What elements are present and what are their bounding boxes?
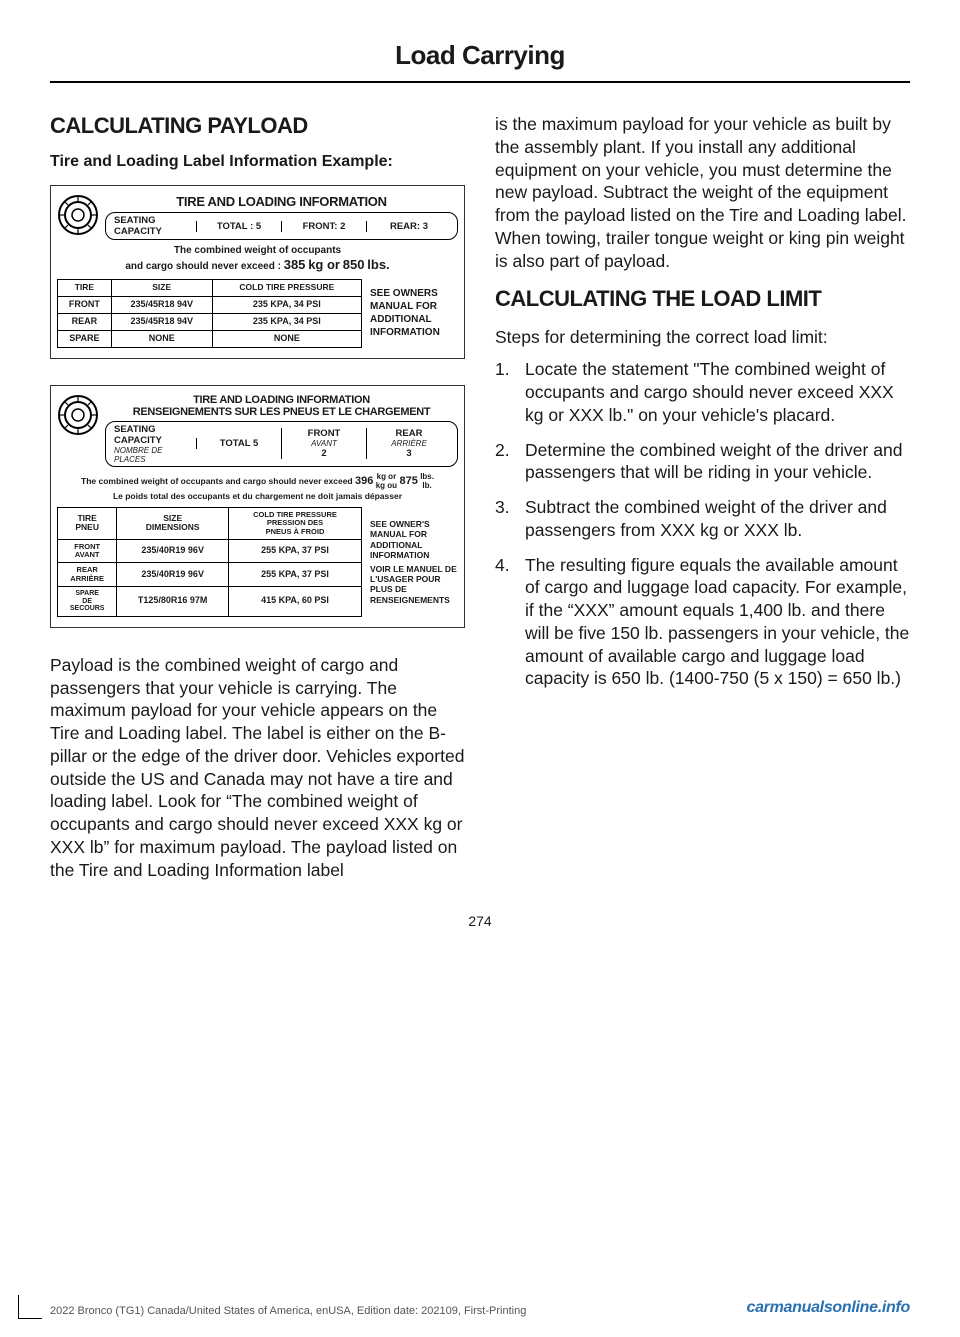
label1-rear-val: 3 — [423, 221, 428, 232]
label2-title2: RENSEIGNEMENTS SUR LES PNEUS ET LE CHARG… — [105, 406, 458, 418]
tire-icon — [57, 194, 99, 236]
page-number: 274 — [50, 913, 910, 929]
crop-mark — [18, 1295, 42, 1319]
label1-total-lbl: TOTAL : — [217, 221, 253, 232]
load-limit-intro: Steps for determining the correct load l… — [495, 326, 910, 349]
label1-lb: 850 — [343, 257, 365, 272]
label1-front-lbl: FRONT: — [303, 221, 338, 232]
body-payload-p1: Payload is the combined weight of cargo … — [50, 654, 465, 882]
heading-calculating-payload: CALCULATING PAYLOAD — [50, 113, 465, 138]
label1-lb-u: lbs. — [367, 257, 389, 272]
label2-total-val: 5 — [253, 438, 258, 449]
label2-th-size: SIZE DIMENSIONS — [117, 508, 229, 540]
label2-title1: TIRE AND LOADING INFORMATION — [105, 394, 458, 406]
label2-spare-size: T125/80R16 97M — [117, 586, 229, 616]
label1-kg-u: kg or — [308, 257, 340, 272]
label1-side1: SEE OWNERS — [370, 287, 458, 300]
step-1: Locate the statement "The combined weigh… — [495, 358, 910, 426]
label2-lb-u: lbs. lb. — [420, 472, 434, 491]
step-4: The resulting figure equals the availabl… — [495, 554, 910, 691]
page-title: Load Carrying — [50, 40, 910, 83]
label2-rear-val: 3 — [406, 448, 411, 459]
step-2: Determine the combined weight of the dri… — [495, 439, 910, 485]
label2-side1: SEE OWNER'S MANUAL FOR ADDITIONAL INFORM… — [370, 519, 458, 560]
label2-combined-fr: Le poids total des occupants et du charg… — [113, 491, 402, 501]
label1-spare: SPARE — [58, 330, 112, 347]
label1-rear-lbl: REAR: — [390, 221, 420, 232]
label1-title: TIRE AND LOADING INFORMATION — [105, 194, 458, 209]
body-payload-p2: is the maximum payload for your vehicle … — [495, 113, 910, 272]
label1-side-note: SEE OWNERS MANUAL FOR ADDITIONAL INFORMA… — [366, 279, 458, 347]
label2-total-lbl: TOTAL — [220, 438, 251, 449]
label2-front-fr: AVANT — [284, 439, 364, 448]
label1-side3: ADDITIONAL — [370, 313, 458, 326]
label1-front-size: 235/45R18 94V — [111, 296, 212, 313]
label2-th-press: COLD TIRE PRESSURE PRESSION DES PNEUS À … — [229, 508, 362, 540]
label1-side4: INFORMATION — [370, 326, 458, 339]
label1-seating: SEATING CAPACITY — [112, 215, 196, 237]
label1-rear-size: 235/45R18 94V — [111, 313, 212, 330]
label1-table: TIRE SIZE COLD TIRE PRESSURE FRONT 235/4… — [57, 279, 362, 347]
label1-kg: 385 — [284, 257, 306, 272]
label2-kg-u: kg or kg ou — [376, 472, 397, 491]
label2-front-val: 2 — [321, 448, 326, 459]
label2-front-press: 255 KPA, 37 PSI — [229, 539, 362, 563]
label1-th-size: SIZE — [111, 280, 212, 296]
label2-rear-size: 235/40R19 96V — [117, 563, 229, 587]
label1-combined-a: The combined weight of occupants — [174, 245, 341, 256]
heading-load-limit: CALCULATING THE LOAD LIMIT — [495, 286, 910, 311]
tire-icon — [57, 394, 99, 436]
label1-spare-press: NONE — [212, 330, 361, 347]
label2-lb: 875 — [399, 475, 417, 487]
label1-rear-press: 235 KPA, 34 PSI — [212, 313, 361, 330]
label2-front: FRONT AVANT — [58, 539, 117, 563]
steps-list: Locate the statement "The combined weigh… — [495, 358, 910, 690]
step-3: Subtract the combined weight of the driv… — [495, 496, 910, 542]
label1-rear: REAR — [58, 313, 112, 330]
label1-front-val: 2 — [340, 221, 345, 232]
label1-total-val: 5 — [256, 221, 261, 232]
footer-watermark: carmanualsonline.info — [746, 1299, 910, 1317]
footer-edition: 2022 Bronco (TG1) Canada/United States o… — [50, 1305, 526, 1317]
label2-side-note: SEE OWNER'S MANUAL FOR ADDITIONAL INFORM… — [366, 507, 458, 617]
label2-rear: REAR ARRIÈRE — [58, 563, 117, 587]
label2-side2: VOIR LE MANUEL DE L'USAGER POUR PLUS DE … — [370, 564, 458, 605]
label1-th-tire: TIRE — [58, 280, 112, 296]
label2-rear-fr: ARRIÈRE — [369, 439, 449, 448]
right-column: is the maximum payload for your vehicle … — [495, 113, 910, 895]
label2-spare-press: 415 KPA, 60 PSI — [229, 586, 362, 616]
label2-rear-press: 255 KPA, 37 PSI — [229, 563, 362, 587]
label2-kg: 396 — [355, 475, 373, 487]
left-column: CALCULATING PAYLOAD Tire and Loading Lab… — [50, 113, 465, 895]
label2-combined-en: The combined weight of occupants and car… — [81, 476, 353, 486]
label2-rear-lbl: REAR — [396, 428, 423, 439]
tire-label-en: TIRE AND LOADING INFORMATION SEATING CAP… — [50, 185, 465, 358]
label1-front: FRONT — [58, 296, 112, 313]
label2-front-lbl: FRONT — [308, 428, 341, 439]
label1-spare-size: NONE — [111, 330, 212, 347]
label2-seating: SEATING CAPACITY — [114, 424, 162, 446]
tire-label-bilingual: TIRE AND LOADING INFORMATION RENSEIGNEME… — [50, 385, 465, 628]
label2-seating-fr: NOMBRE DE PLACES — [114, 446, 194, 464]
label2-table: TIRE PNEU SIZE DIMENSIONS COLD TIRE PRES… — [57, 507, 362, 617]
label2-th-tire: TIRE PNEU — [58, 508, 117, 540]
subheading-label-example: Tire and Loading Label Information Examp… — [50, 152, 465, 171]
label1-combined-b: and cargo should never exceed : — [125, 261, 281, 272]
label1-front-press: 235 KPA, 34 PSI — [212, 296, 361, 313]
label2-front-size: 235/40R19 96V — [117, 539, 229, 563]
label1-side2: MANUAL FOR — [370, 300, 458, 313]
label2-spare: SPARE DE SECOURS — [58, 586, 117, 616]
label1-th-press: COLD TIRE PRESSURE — [212, 280, 361, 296]
footer: 2022 Bronco (TG1) Canada/United States o… — [50, 1299, 910, 1317]
